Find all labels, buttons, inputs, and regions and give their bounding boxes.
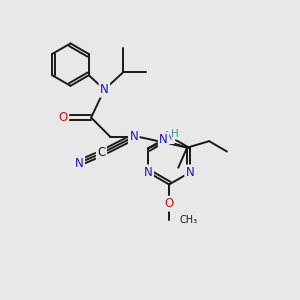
Text: N: N: [100, 83, 109, 96]
Text: N: N: [165, 130, 173, 143]
Text: N: N: [159, 133, 168, 146]
Text: CH₃: CH₃: [179, 215, 198, 225]
Text: N: N: [186, 166, 194, 179]
Text: N: N: [75, 157, 84, 170]
Text: C: C: [97, 146, 106, 159]
Text: H: H: [171, 129, 179, 139]
Text: O: O: [164, 197, 174, 210]
Text: O: O: [58, 111, 68, 124]
Text: N: N: [144, 166, 153, 179]
Text: N: N: [129, 130, 138, 143]
